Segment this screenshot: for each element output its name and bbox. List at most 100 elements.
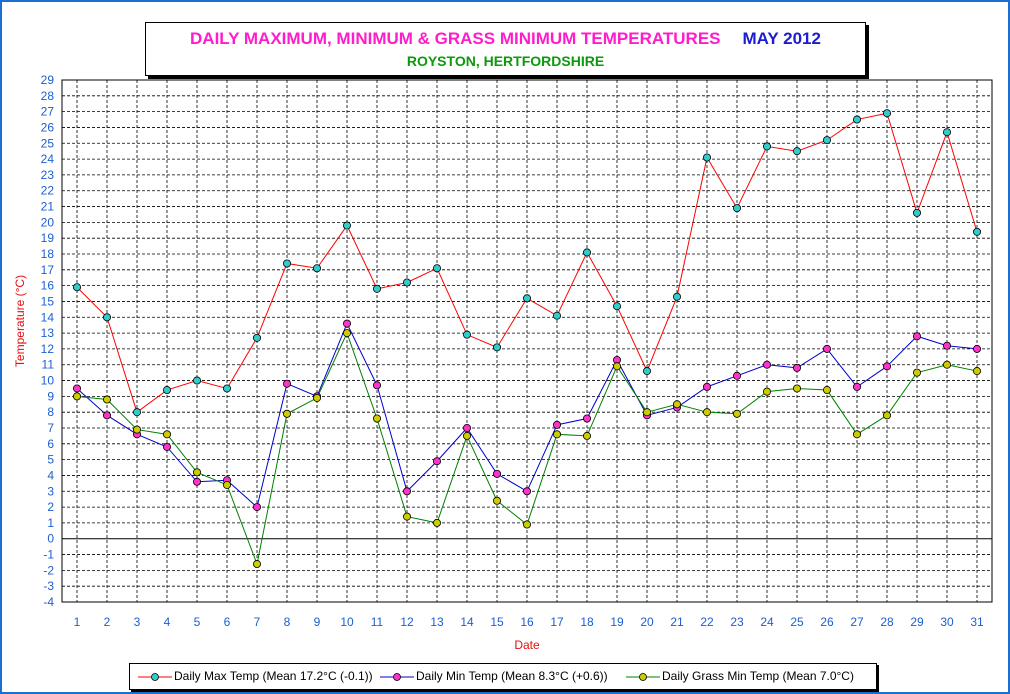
x-tick-label: 9 <box>314 615 321 629</box>
legend-label-grass: Daily Grass Min Temp (Mean 7.0°C) <box>662 669 854 683</box>
y-tick-label: 25 <box>41 136 55 150</box>
data-point-min <box>462 423 471 432</box>
data-point-grass <box>252 560 261 569</box>
x-tick-label: 6 <box>224 615 231 629</box>
data-point-grass <box>73 392 82 401</box>
x-tick-label: 31 <box>970 615 984 629</box>
y-tick-label: 3 <box>47 484 54 498</box>
data-point-min <box>103 411 112 420</box>
data-point-grass <box>583 431 592 440</box>
y-tick-label: -2 <box>43 563 54 577</box>
data-point-max <box>402 278 411 287</box>
data-point-min <box>823 344 832 353</box>
data-point-grass <box>973 367 982 376</box>
legend-swatch-max <box>138 673 172 681</box>
data-point-min <box>342 319 351 328</box>
data-point-grass <box>132 425 141 434</box>
data-point-min <box>372 381 381 390</box>
chart-title: DAILY MAXIMUM, MINIMUM & GRASS MINIMUM T… <box>190 29 721 48</box>
y-tick-label: 0 <box>47 532 54 546</box>
data-point-min <box>913 332 922 341</box>
data-point-min <box>883 362 892 371</box>
y-tick-label: 9 <box>47 389 54 403</box>
x-tick-label: 5 <box>194 615 201 629</box>
x-tick-label: 2 <box>104 615 111 629</box>
data-point-max <box>763 142 772 151</box>
data-point-max <box>73 283 82 292</box>
data-point-max <box>583 248 592 257</box>
y-tick-label: 24 <box>41 152 55 166</box>
x-tick-label: 30 <box>940 615 954 629</box>
data-point-grass <box>673 400 682 409</box>
x-tick-label: 21 <box>670 615 684 629</box>
data-point-max <box>643 367 652 376</box>
y-tick-label: 10 <box>41 374 55 388</box>
data-point-grass <box>162 430 171 439</box>
x-tick-label: 22 <box>700 615 714 629</box>
chart-subtitle: ROYSTON, HERTFORDSHIRE <box>406 53 605 69</box>
data-point-grass <box>312 393 321 402</box>
legend-label-min: Daily Min Temp (Mean 8.3°C (+0.6)) <box>416 669 608 683</box>
x-tick-label: 15 <box>490 615 504 629</box>
legend-label-max: Daily Max Temp (Mean 17.2°C (-0.1)) <box>174 669 373 683</box>
x-tick-label: 13 <box>430 615 444 629</box>
data-point-max <box>103 313 112 322</box>
data-point-min <box>793 363 802 372</box>
data-point-grass <box>853 430 862 439</box>
x-tick-label: 16 <box>520 615 534 629</box>
y-tick-label: 14 <box>41 310 55 324</box>
data-point-max <box>372 284 381 293</box>
chart-title-box: DAILY MAXIMUM, MINIMUM & GRASS MINIMUM T… <box>145 22 866 76</box>
data-point-grass <box>643 408 652 417</box>
data-point-grass <box>883 411 892 420</box>
data-point-grass <box>523 520 532 529</box>
data-point-max <box>492 343 501 352</box>
x-tick-label: 8 <box>284 615 291 629</box>
chart-plot: -4-3-2-101234567891011121314151617181920… <box>13 73 993 652</box>
data-point-max <box>553 311 562 320</box>
x-axis-label: Date <box>514 638 540 652</box>
y-tick-label: 12 <box>41 342 55 356</box>
data-point-grass <box>613 362 622 371</box>
data-point-min <box>252 503 261 512</box>
x-tick-label: 23 <box>730 615 744 629</box>
data-point-max <box>252 333 261 342</box>
data-point-min <box>523 487 532 496</box>
data-point-min <box>763 360 772 369</box>
y-tick-label: 11 <box>42 358 55 372</box>
data-point-max <box>973 227 982 236</box>
data-point-grass <box>733 409 742 418</box>
data-point-max <box>613 302 622 311</box>
y-tick-label: 17 <box>41 263 55 277</box>
x-tick-label: 14 <box>460 615 474 629</box>
data-point-min <box>492 469 501 478</box>
x-tick-label: 24 <box>760 615 774 629</box>
data-point-max <box>462 330 471 339</box>
y-tick-label: 4 <box>47 468 54 482</box>
data-point-min <box>402 487 411 496</box>
x-tick-label: 20 <box>640 615 654 629</box>
data-point-grass <box>793 384 802 393</box>
data-point-grass <box>913 368 922 377</box>
y-tick-label: 6 <box>47 437 54 451</box>
x-tick-label: 12 <box>400 615 414 629</box>
x-tick-label: 3 <box>134 615 141 629</box>
y-tick-label: 22 <box>41 184 55 198</box>
legend-marker-max <box>151 673 159 681</box>
data-point-min <box>553 420 562 429</box>
data-point-grass <box>703 408 712 417</box>
data-point-max <box>523 294 532 303</box>
data-point-max <box>342 221 351 230</box>
data-point-grass <box>553 430 562 439</box>
data-point-min <box>943 341 952 350</box>
y-tick-label: 19 <box>41 231 55 245</box>
y-tick-label: 27 <box>41 105 55 119</box>
data-point-max <box>883 109 892 118</box>
y-tick-label: 18 <box>41 247 55 261</box>
data-point-min <box>192 477 201 486</box>
data-point-grass <box>763 387 772 396</box>
x-tick-label: 25 <box>790 615 804 629</box>
data-point-grass <box>462 431 471 440</box>
data-point-grass <box>402 512 411 521</box>
data-point-max <box>312 264 321 273</box>
